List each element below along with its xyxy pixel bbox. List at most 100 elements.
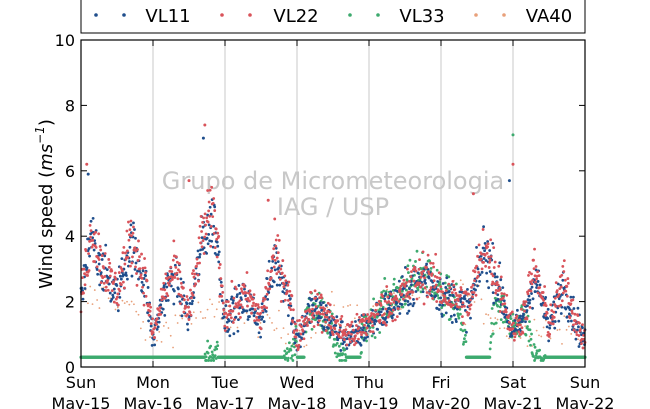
data-point bbox=[451, 279, 455, 283]
data-point bbox=[502, 299, 506, 303]
data-point bbox=[507, 314, 511, 318]
data-point bbox=[427, 276, 431, 280]
data-point bbox=[155, 317, 159, 321]
data-point bbox=[555, 289, 559, 292]
data-point bbox=[518, 327, 522, 331]
data-point bbox=[534, 265, 538, 268]
data-point bbox=[519, 332, 523, 336]
data-point bbox=[203, 352, 207, 356]
data-point bbox=[561, 278, 565, 282]
data-point bbox=[181, 295, 184, 299]
data-point bbox=[432, 265, 436, 269]
data-point bbox=[215, 347, 219, 351]
data-point bbox=[527, 339, 531, 343]
data-point bbox=[504, 308, 508, 311]
data-point bbox=[431, 261, 435, 265]
data-point bbox=[491, 291, 495, 294]
data-point bbox=[366, 313, 369, 316]
data-point bbox=[116, 306, 119, 309]
data-point bbox=[129, 223, 133, 227]
data-point bbox=[406, 300, 410, 303]
data-point bbox=[534, 280, 537, 284]
data-point bbox=[187, 305, 190, 309]
data-point bbox=[437, 271, 441, 275]
data-point bbox=[110, 289, 114, 292]
data-point bbox=[87, 302, 89, 305]
data-point bbox=[88, 224, 92, 227]
data-point bbox=[528, 298, 532, 302]
data-point bbox=[223, 326, 227, 330]
data-point bbox=[379, 310, 383, 314]
data-point bbox=[397, 299, 401, 303]
data-point bbox=[130, 300, 133, 303]
data-point bbox=[255, 318, 259, 322]
data-point bbox=[282, 282, 286, 286]
data-point bbox=[89, 285, 92, 288]
data-point bbox=[125, 274, 128, 277]
data-point bbox=[169, 265, 173, 269]
data-point bbox=[488, 258, 492, 262]
data-point bbox=[209, 344, 213, 348]
legend-marker bbox=[502, 13, 506, 17]
data-point bbox=[332, 337, 336, 341]
data-point bbox=[276, 234, 280, 237]
data-point bbox=[108, 274, 112, 278]
data-point bbox=[236, 329, 240, 333]
data-point bbox=[398, 287, 402, 291]
data-point bbox=[357, 337, 360, 341]
data-point bbox=[132, 225, 135, 229]
data-point bbox=[327, 318, 331, 322]
data-point bbox=[340, 359, 344, 362]
data-point bbox=[193, 272, 197, 276]
data-point bbox=[414, 290, 418, 293]
data-point bbox=[212, 224, 216, 228]
data-point bbox=[433, 285, 437, 289]
data-point bbox=[434, 283, 438, 287]
data-point bbox=[267, 282, 271, 286]
data-point bbox=[560, 299, 564, 303]
data-point bbox=[445, 276, 449, 280]
data-point bbox=[199, 311, 202, 313]
data-point bbox=[463, 295, 466, 298]
data-point bbox=[159, 313, 163, 316]
data-point bbox=[350, 320, 354, 324]
data-point bbox=[205, 236, 209, 240]
data-point bbox=[265, 292, 269, 296]
data-point bbox=[381, 295, 385, 298]
data-point bbox=[387, 306, 391, 310]
x-tick-label-date: May-15 bbox=[52, 394, 111, 409]
data-point bbox=[209, 244, 213, 248]
data-point bbox=[133, 246, 137, 250]
data-point bbox=[210, 185, 214, 189]
data-point bbox=[448, 317, 452, 321]
data-point bbox=[126, 277, 129, 281]
x-tick-label-date: May-16 bbox=[124, 394, 183, 409]
data-point bbox=[529, 343, 532, 347]
data-point bbox=[565, 294, 569, 298]
data-point bbox=[275, 256, 279, 260]
data-point bbox=[372, 297, 376, 301]
data-point bbox=[118, 295, 122, 299]
data-point bbox=[193, 284, 196, 288]
data-point bbox=[146, 286, 150, 289]
data-point bbox=[489, 341, 493, 344]
data-point bbox=[201, 239, 205, 242]
data-point bbox=[359, 343, 363, 347]
data-point bbox=[390, 298, 394, 301]
data-point bbox=[112, 287, 116, 291]
data-point bbox=[448, 286, 452, 290]
data-point bbox=[219, 280, 223, 284]
data-point bbox=[527, 274, 530, 277]
data-point bbox=[172, 302, 176, 306]
data-point bbox=[408, 258, 412, 262]
data-point bbox=[87, 247, 91, 250]
data-point bbox=[479, 254, 483, 258]
data-point bbox=[111, 296, 115, 299]
plot-area: Grupo de Micrometeorologia IAG / USP 0 2 4… bbox=[52, 31, 615, 409]
data-point bbox=[480, 270, 484, 274]
data-point bbox=[571, 298, 575, 302]
data-point bbox=[522, 312, 525, 316]
series-vl22 bbox=[79, 185, 587, 352]
data-point bbox=[365, 326, 369, 330]
data-point bbox=[251, 304, 254, 308]
